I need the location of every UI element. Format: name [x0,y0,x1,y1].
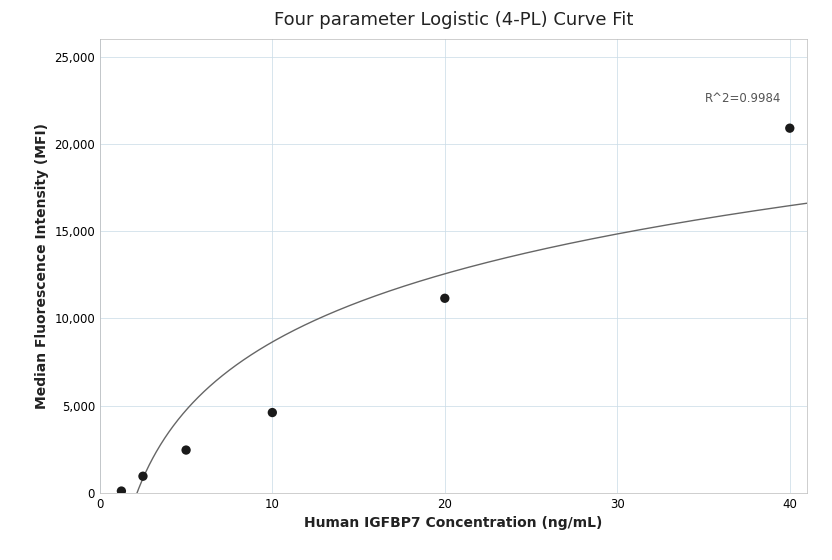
Text: R^2=0.9984: R^2=0.9984 [705,92,781,105]
Point [180,446,193,455]
Point [115,487,128,496]
Point [438,294,452,303]
Point [783,124,796,133]
Title: Four parameter Logistic (4-PL) Curve Fit: Four parameter Logistic (4-PL) Curve Fit [274,11,633,29]
Point [136,472,150,480]
Point [265,408,279,417]
Y-axis label: Median Fluorescence Intensity (MFI): Median Fluorescence Intensity (MFI) [35,123,49,409]
X-axis label: Human IGFBP7 Concentration (ng/mL): Human IGFBP7 Concentration (ng/mL) [305,516,602,530]
